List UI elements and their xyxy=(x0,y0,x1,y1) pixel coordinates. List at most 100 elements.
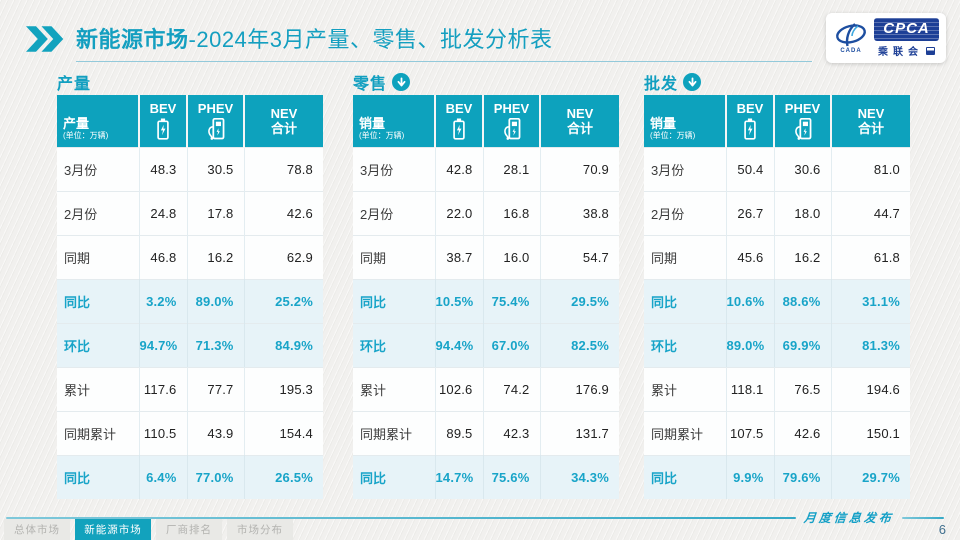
column-header-bev: BEV xyxy=(138,95,187,147)
cpca-logo: CADA CPCA 乘联会 xyxy=(826,13,946,63)
cell-value: 71.3% xyxy=(186,323,244,367)
footer-tab[interactable]: 总体市场 xyxy=(4,519,70,540)
retail-table: 销量 (单位：万辆) BEV PHEV xyxy=(353,95,619,499)
column-header-nev: NEV 合计 xyxy=(830,95,910,147)
table-row: 3月份 42.8 28.1 70.9 xyxy=(353,147,619,191)
down-arrow-icon xyxy=(683,73,702,91)
ribbon-line-right xyxy=(902,516,944,519)
table-row: 同比 14.7% 75.6% 34.3% xyxy=(353,455,619,499)
table-row: 同期累计 89.5 42.3 131.7 xyxy=(353,411,619,455)
cell-value: 29.5% xyxy=(539,279,619,323)
column-header-nev: NEV 合计 xyxy=(243,95,323,147)
cell-value: 131.7 xyxy=(539,411,619,455)
table-row: 同期累计 110.5 43.9 154.4 xyxy=(57,411,323,455)
table-row: 同比 9.9% 79.6% 29.7% xyxy=(644,455,910,499)
cell-value: 28.1 xyxy=(482,147,540,191)
production-table: 产量 (单位：万辆) BEV PHEV xyxy=(57,95,323,499)
cell-value: 16.2 xyxy=(773,235,831,279)
cell-value: 82.5% xyxy=(539,323,619,367)
footer-tab[interactable]: 新能源市场 xyxy=(75,519,151,540)
table-row: 3月份 48.3 30.5 78.8 xyxy=(57,147,323,191)
cell-value: 78.8 xyxy=(243,147,323,191)
row-label: 环比 xyxy=(360,338,387,354)
row-label: 2月份 xyxy=(360,206,394,222)
cell-value: 77.7 xyxy=(186,367,244,411)
cell-value: 76.5 xyxy=(773,367,831,411)
column-header-phev: PHEV xyxy=(186,95,244,147)
section-title-production: 产量 xyxy=(57,76,92,93)
cell-value: 44.7 xyxy=(830,191,910,235)
row-label: 同期累计 xyxy=(360,426,413,442)
cada-emblem-text: CADA xyxy=(840,47,862,54)
cell-value: 61.8 xyxy=(830,235,910,279)
cell-value: 94.4% xyxy=(434,323,483,367)
cell-value: 75.4% xyxy=(482,279,540,323)
cell-value: 31.1% xyxy=(830,279,910,323)
cell-value: 42.8 xyxy=(434,147,483,191)
cell-value: 30.6 xyxy=(773,147,831,191)
page-number: 6 xyxy=(938,522,946,537)
cell-value: 89.0% xyxy=(186,279,244,323)
cpca-wordmark: CPCA xyxy=(874,18,939,41)
row-label: 同期 xyxy=(64,250,91,266)
cell-value: 94.7% xyxy=(138,323,187,367)
production-table-section: 产量 产量 (单位：万辆) BEV PHEV xyxy=(57,71,323,499)
cell-value: 26.7 xyxy=(725,191,774,235)
cell-value: 3.2% xyxy=(138,279,187,323)
table-row: 累计 102.6 74.2 176.9 xyxy=(353,367,619,411)
row-label: 同期累计 xyxy=(64,426,117,442)
cell-value: 79.6% xyxy=(773,455,831,499)
table-row: 2月份 26.7 18.0 44.7 xyxy=(644,191,910,235)
footer-tab[interactable]: 市场分布 xyxy=(227,519,293,540)
cell-value: 107.5 xyxy=(725,411,774,455)
cell-value: 74.2 xyxy=(482,367,540,411)
cell-value: 26.5% xyxy=(243,455,323,499)
cell-value: 89.5 xyxy=(434,411,483,455)
table-row: 环比 94.4% 67.0% 82.5% xyxy=(353,323,619,367)
double-chevron-icon xyxy=(26,26,64,52)
cell-value: 118.1 xyxy=(725,367,774,411)
section-title-wholesale: 批发 xyxy=(644,71,910,93)
cell-value: 38.7 xyxy=(434,235,483,279)
row-label: 累计 xyxy=(64,382,91,398)
cell-value: 75.6% xyxy=(482,455,540,499)
cell-value: 46.8 xyxy=(138,235,187,279)
wholesale-table: 销量 (单位：万辆) BEV PHEV xyxy=(644,95,910,499)
table-row: 环比 94.7% 71.3% 84.9% xyxy=(57,323,323,367)
table-row: 环比 89.0% 69.9% 81.3% xyxy=(644,323,910,367)
row-label: 累计 xyxy=(651,382,678,398)
cell-value: 42.6 xyxy=(773,411,831,455)
table-row: 同期 38.7 16.0 54.7 xyxy=(353,235,619,279)
cell-value: 16.0 xyxy=(482,235,540,279)
cell-value: 10.6% xyxy=(725,279,774,323)
charger-icon xyxy=(504,118,521,141)
cell-value: 17.8 xyxy=(186,191,244,235)
table-row: 累计 117.6 77.7 195.3 xyxy=(57,367,323,411)
table-corner-cell: 产量 (单位：万辆) xyxy=(57,95,139,147)
row-label: 环比 xyxy=(64,338,91,354)
cell-value: 6.4% xyxy=(138,455,187,499)
column-header-phev: PHEV xyxy=(773,95,831,147)
row-label: 同比 xyxy=(651,470,678,486)
footer-tab[interactable]: 厂商排名 xyxy=(156,519,222,540)
table-row: 同期 45.6 16.2 61.8 xyxy=(644,235,910,279)
cell-value: 81.0 xyxy=(830,147,910,191)
column-header-nev: NEV 合计 xyxy=(539,95,619,147)
cell-value: 50.4 xyxy=(725,147,774,191)
table-row: 同期 46.8 16.2 62.9 xyxy=(57,235,323,279)
row-label: 同期 xyxy=(360,250,387,266)
charger-icon xyxy=(208,118,225,141)
cpca-org-name: 乘联会 xyxy=(878,47,923,58)
cell-value: 14.7% xyxy=(434,455,483,499)
table-corner-cell: 销量 (单位：万辆) xyxy=(644,95,726,147)
row-label: 同期累计 xyxy=(651,426,704,442)
ribbon-line-left xyxy=(6,516,796,519)
cell-value: 67.0% xyxy=(482,323,540,367)
cell-value: 48.3 xyxy=(138,147,187,191)
battery-icon xyxy=(157,118,169,140)
column-header-phev: PHEV xyxy=(482,95,540,147)
cell-value: 16.8 xyxy=(482,191,540,235)
battery-icon xyxy=(744,118,756,140)
cell-value: 195.3 xyxy=(243,367,323,411)
cell-value: 38.8 xyxy=(539,191,619,235)
